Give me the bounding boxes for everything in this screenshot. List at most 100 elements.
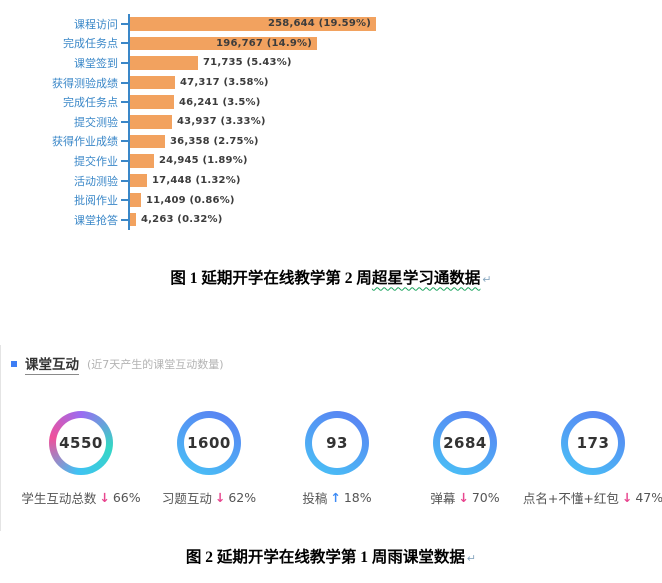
paragraph-mark-icon: ↵ <box>466 552 477 565</box>
bar-value-label: 24,945 (1.89%) <box>159 155 248 167</box>
stat-label: 习题互动 ↓ 62% <box>162 488 256 507</box>
bar: 258,644 (19.59%) <box>130 17 376 31</box>
bar-row: 提交作业 24,945 (1.89%) <box>0 151 662 171</box>
category-label: 完成任务点 <box>63 37 118 51</box>
category-label: 活动测验 <box>74 174 118 188</box>
category-label: 完成任务点 <box>63 96 118 110</box>
stat-item: 4550 学生互动总数 ↓ 66% <box>17 410 145 507</box>
bar-row: 完成任务点 196,767 (14.9%) <box>0 33 662 54</box>
axis-tick <box>121 42 128 45</box>
panel-header: 课堂互动 (近7天产生的课堂互动数量) <box>11 353 662 375</box>
stat-ring-icon: 1600 <box>177 410 241 475</box>
stat-label-text: 投稿 <box>302 490 328 506</box>
stat-ring-icon: 173 <box>561 410 625 475</box>
document-page: 课程访问 258,644 (19.59%) 完成任务点 196,767 (14.9%)… <box>0 14 662 570</box>
bar <box>130 212 136 227</box>
category-label: 获得作业成绩 <box>52 135 118 149</box>
bar-row: 活动测验 17,448 (1.32%) <box>0 170 662 191</box>
bar-value-label: 4,263 (0.32%) <box>141 214 223 226</box>
plot-area: 4,263 (0.32%) <box>128 209 662 230</box>
stat-value: 2684 <box>443 433 487 452</box>
category-label: 课程访问 <box>74 17 118 31</box>
bar <box>130 115 172 129</box>
stat-percent: 47% <box>635 489 662 505</box>
bar-value-label: 17,448 (1.32%) <box>152 175 241 187</box>
bar-value-label: 11,409 (0.86%) <box>146 194 235 206</box>
bar <box>130 193 141 207</box>
stat-percent: 70% <box>471 489 500 505</box>
stat-value: 173 <box>576 433 610 452</box>
axis-tick <box>121 199 128 202</box>
stat-ring-icon: 93 <box>305 410 369 475</box>
category-label: 提交作业 <box>74 154 118 168</box>
axis-tick <box>121 22 128 25</box>
figure2-caption-text: 图 2 延期开学在线教学第 1 周雨课堂数据 <box>185 548 465 566</box>
arrow-down-icon: ↓ <box>458 489 469 505</box>
category-label: 课堂抢答 <box>74 213 118 227</box>
axis-tick <box>121 140 128 143</box>
stat-label-text: 弹幕 <box>430 490 456 506</box>
bar <box>130 75 175 90</box>
axis-tick <box>121 120 128 123</box>
category-label: 批阅作业 <box>74 194 118 208</box>
figure2-caption: 图 2 延期开学在线教学第 1 周雨课堂数据 ↵ <box>0 547 662 570</box>
stat-percent: 66% <box>112 489 141 505</box>
panel-subtitle: (近7天产生的课堂互动数量) <box>87 357 224 371</box>
stat-label-text: 点名+不懂+红包 <box>522 490 619 506</box>
superstar-bar-chart[interactable]: 课程访问 258,644 (19.59%) 完成任务点 196,767 (14.9%)… <box>0 14 662 230</box>
arrow-up-icon: ↑ <box>330 489 341 505</box>
plot-area: 43,937 (3.33%) <box>128 111 662 132</box>
bar-row: 提交测验 43,937 (3.33%) <box>0 111 662 132</box>
figure1-caption: 图 1 延期开学在线教学第 2 周超星学习通数据 ↵ <box>0 268 662 291</box>
plot-area: 17,448 (1.32%) <box>128 170 662 191</box>
bar <box>130 173 147 188</box>
category-label: 课堂签到 <box>74 56 118 70</box>
bar-chart-rows: 课程访问 258,644 (19.59%) 完成任务点 196,767 (14.9%)… <box>0 14 662 230</box>
arrow-down-icon: ↓ <box>214 489 226 505</box>
stat-ring-icon: 4550 <box>49 410 113 475</box>
bar-value-label: 196,767 (14.9%) <box>216 37 312 49</box>
plot-area: 47,317 (3.58%) <box>128 72 662 93</box>
figure1-caption-text: 图 1 延期开学在线教学第 2 周 <box>170 269 372 287</box>
stat-label: 投稿 ↑ 18% <box>302 488 371 507</box>
bar <box>130 95 174 109</box>
square-bullet-icon <box>11 360 17 367</box>
arrow-down-icon: ↓ <box>621 489 633 505</box>
stat-item: 173 点名+不懂+红包 ↓ 47% <box>523 410 662 507</box>
axis-tick <box>121 81 128 84</box>
bar-value-label: 46,241 (3.5%) <box>179 96 261 108</box>
bar-row: 完成任务点 46,241 (3.5%) <box>0 92 662 112</box>
axis-tick <box>121 179 128 182</box>
stat-label-text: 习题互动 <box>161 490 212 506</box>
stat-label-text: 学生互动总数 <box>21 490 97 506</box>
axis-tick <box>121 101 128 104</box>
stat-item: 1600 习题互动 ↓ 62% <box>145 410 273 507</box>
plot-area: 196,767 (14.9%) <box>128 33 662 54</box>
bar-value-label: 71,735 (5.43%) <box>203 57 292 69</box>
bar-value-label: 258,644 (19.59%) <box>267 18 371 30</box>
bar <box>130 134 165 149</box>
panel-title: 课堂互动 <box>25 353 79 375</box>
stat-percent: 18% <box>343 489 372 505</box>
stat-item: 2684 弹幕 ↓ 70% <box>401 410 529 507</box>
bar-value-label: 36,358 (2.75%) <box>170 135 259 147</box>
plot-area: 46,241 (3.5%) <box>128 92 662 112</box>
plot-area: 36,358 (2.75%) <box>128 131 662 152</box>
figure1-caption-flagged-text: 超星学习通数据 <box>371 269 481 287</box>
plot-area: 258,644 (19.59%) <box>128 14 662 34</box>
bar-row: 课堂抢答 4,263 (0.32%) <box>0 209 662 230</box>
plot-area: 11,409 (0.86%) <box>128 190 662 210</box>
bar: 196,767 (14.9%) <box>130 36 317 51</box>
bar-row: 获得测验成绩 47,317 (3.58%) <box>0 72 662 93</box>
category-label: 提交测验 <box>74 115 118 129</box>
plot-area: 24,945 (1.89%) <box>128 151 662 171</box>
classroom-interaction-panel[interactable]: 课堂互动 (近7天产生的课堂互动数量) 4550 学生互动总数 ↓ 66% 1600 习题… <box>0 344 662 531</box>
stat-value: 4550 <box>59 433 103 452</box>
stat-label: 弹幕 ↓ 70% <box>430 488 499 507</box>
axis-tick <box>121 159 128 162</box>
bar-value-label: 47,317 (3.58%) <box>180 77 269 89</box>
bar <box>130 56 198 70</box>
stat-percent: 62% <box>228 489 257 505</box>
category-label: 获得测验成绩 <box>52 76 118 90</box>
bar-value-label: 43,937 (3.33%) <box>177 116 266 128</box>
